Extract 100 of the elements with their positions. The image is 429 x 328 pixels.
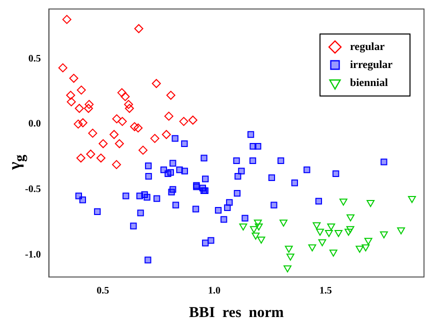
point <box>137 210 144 216</box>
point <box>284 265 292 272</box>
legend-label: regular <box>350 40 385 53</box>
point <box>344 228 352 236</box>
point <box>62 14 72 24</box>
point <box>181 168 188 174</box>
point <box>66 97 76 106</box>
point <box>66 90 76 100</box>
point <box>84 104 93 113</box>
point <box>362 244 370 252</box>
point <box>112 114 122 124</box>
point <box>122 192 130 200</box>
point <box>408 196 416 204</box>
point <box>239 224 248 231</box>
point <box>234 190 241 197</box>
point <box>117 88 126 98</box>
point <box>284 246 293 253</box>
point <box>172 135 178 142</box>
point <box>168 188 175 196</box>
point <box>94 208 101 215</box>
point <box>238 168 245 174</box>
point <box>170 160 176 167</box>
point <box>144 194 150 201</box>
point <box>76 154 86 163</box>
point <box>202 240 209 246</box>
point <box>69 74 78 83</box>
point <box>166 90 176 100</box>
y-tick-label: -1.0 <box>24 249 41 260</box>
point <box>308 244 316 252</box>
point <box>278 157 284 164</box>
point <box>270 202 278 208</box>
point <box>242 214 248 222</box>
point <box>84 100 94 109</box>
x-tick-label: 1.0 <box>208 286 221 297</box>
point <box>152 79 161 88</box>
point <box>346 226 354 234</box>
point <box>220 216 228 223</box>
point <box>181 140 188 147</box>
point <box>327 224 336 231</box>
point <box>112 160 122 170</box>
point <box>86 150 96 159</box>
point <box>252 232 260 240</box>
point <box>130 222 137 230</box>
point <box>118 116 127 126</box>
point <box>329 250 338 257</box>
point <box>134 123 143 132</box>
point <box>138 146 148 155</box>
point <box>188 116 198 125</box>
x-tick-label: 1.5 <box>319 286 332 297</box>
point <box>254 224 263 231</box>
point <box>257 236 266 244</box>
point <box>120 92 130 102</box>
point <box>114 139 124 148</box>
point <box>254 220 262 227</box>
point <box>280 220 288 227</box>
point <box>233 157 240 164</box>
point <box>332 170 340 178</box>
point <box>164 112 174 121</box>
x-tick-label: 0.5 <box>96 286 110 297</box>
point <box>364 238 372 245</box>
point <box>74 120 83 129</box>
y-tick-label: -0.5 <box>24 184 41 195</box>
point <box>208 237 214 244</box>
point <box>316 228 324 236</box>
point <box>74 104 84 113</box>
point <box>78 118 88 128</box>
point <box>145 162 152 170</box>
point <box>334 230 342 238</box>
point <box>144 256 152 264</box>
point <box>98 139 108 148</box>
point <box>304 166 310 174</box>
point <box>214 207 222 214</box>
point <box>96 154 106 163</box>
point <box>110 130 119 140</box>
point <box>286 254 294 261</box>
point <box>79 196 86 204</box>
point <box>226 199 233 206</box>
point <box>162 130 171 140</box>
point <box>249 157 256 164</box>
point <box>247 131 254 138</box>
point <box>315 198 322 205</box>
point <box>250 226 258 234</box>
point <box>356 246 364 253</box>
point <box>153 195 160 202</box>
point <box>124 100 134 109</box>
point <box>192 206 200 212</box>
y-tick-label: 0.0 <box>28 118 41 130</box>
point <box>380 158 388 166</box>
point <box>291 180 298 186</box>
x-axis-title: BBI res norm <box>189 304 284 321</box>
point <box>380 231 388 238</box>
point <box>254 142 262 150</box>
point <box>268 174 276 181</box>
point <box>130 122 140 132</box>
point <box>58 63 68 72</box>
point <box>324 230 333 238</box>
point <box>312 222 321 230</box>
point <box>76 86 86 95</box>
point <box>150 134 160 143</box>
legend-label: irregular <box>350 58 393 71</box>
